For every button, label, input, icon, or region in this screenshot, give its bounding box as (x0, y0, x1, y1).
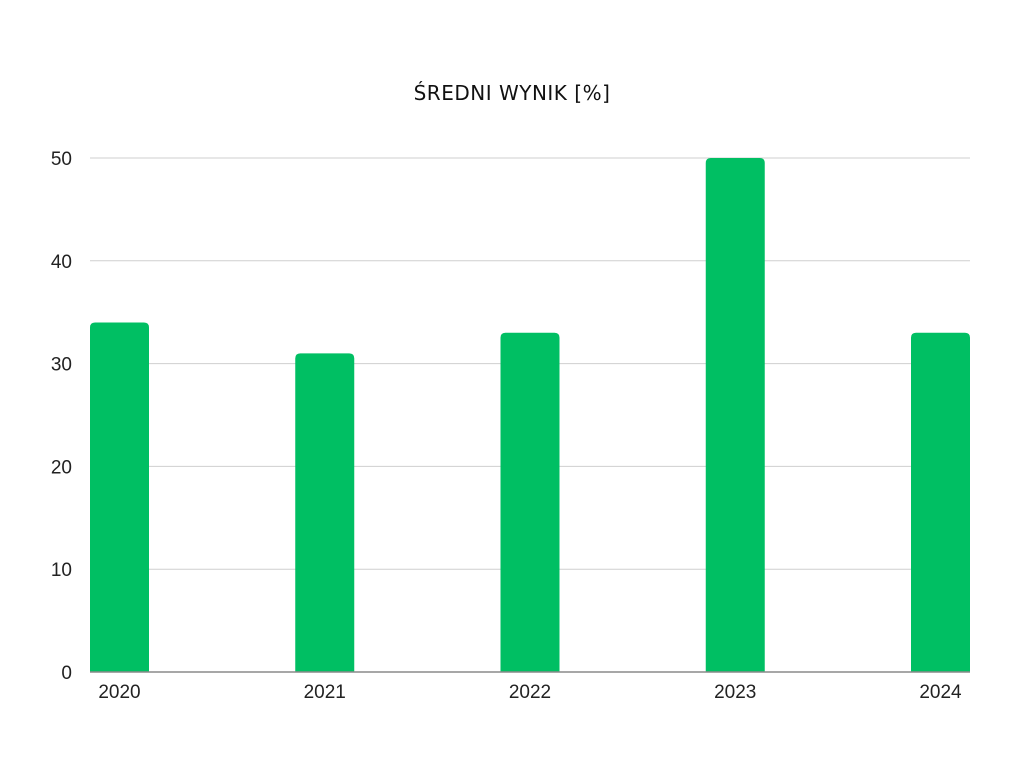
x-tick-label: 2024 (919, 682, 962, 703)
bar-2021 (295, 353, 355, 672)
y-tick-label: 0 (61, 663, 72, 684)
bar-2022 (500, 332, 560, 672)
x-axis-ticks: 2020 2021 2022 2023 2024 (98, 682, 962, 703)
y-tick-label: 10 (51, 560, 72, 581)
x-tick-label: 2020 (98, 682, 140, 703)
bar-2024 (911, 332, 970, 672)
bar-2023 (705, 158, 765, 672)
bar-2020 (90, 322, 149, 672)
x-tick-label: 2023 (714, 682, 756, 703)
y-tick-label: 30 (51, 355, 72, 376)
y-axis-ticks: 0 10 20 30 40 50 (51, 149, 72, 684)
x-tick-label: 2021 (304, 682, 346, 703)
y-tick-label: 20 (51, 457, 72, 478)
y-tick-label: 50 (51, 149, 72, 170)
chart-title: ŚREDNI WYNIK [%] (414, 81, 611, 105)
y-tick-label: 40 (51, 252, 72, 273)
bar-layer (90, 158, 970, 672)
x-tick-label: 2022 (509, 682, 551, 703)
